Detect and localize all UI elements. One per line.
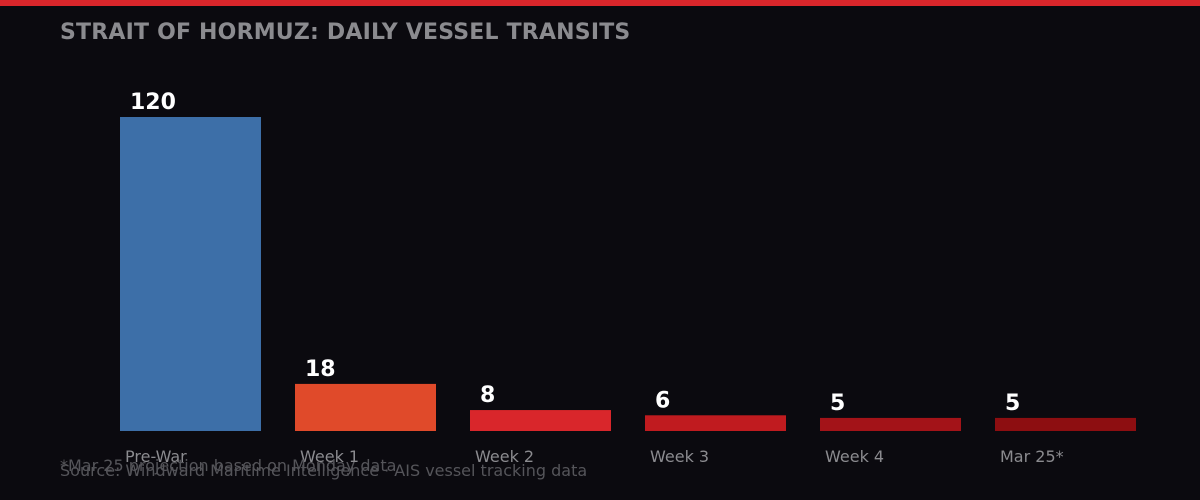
value-label: 5 — [830, 391, 845, 416]
bar-week-2 — [470, 410, 611, 431]
bar-week-4 — [820, 417, 961, 431]
source-note: Source: Windward Maritime Intelligence ·… — [60, 461, 588, 480]
category-label: Pre-War — [125, 447, 187, 466]
footnote: *Mar 25 projection based on Monday data — [60, 456, 397, 475]
value-label: 5 — [1005, 391, 1020, 416]
chart-title: STRAIT OF HORMUZ: DAILY VESSEL TRANSITS — [60, 20, 631, 45]
bar-pre-war — [120, 117, 261, 431]
value-label: 6 — [655, 388, 670, 413]
value-label: 120 — [130, 90, 176, 115]
category-label: Week 4 — [825, 447, 884, 466]
value-label: 8 — [480, 383, 495, 408]
top-accent-bar — [0, 0, 1200, 6]
category-label: Week 3 — [650, 447, 709, 466]
category-label: Week 2 — [475, 447, 534, 466]
bar-mar-25 — [995, 417, 1136, 431]
category-label: Mar 25* — [1000, 447, 1064, 466]
value-label: 18 — [305, 357, 336, 382]
bar-week-3 — [645, 415, 786, 431]
category-label: Week 1 — [300, 447, 359, 466]
bar-week-1 — [295, 383, 436, 431]
